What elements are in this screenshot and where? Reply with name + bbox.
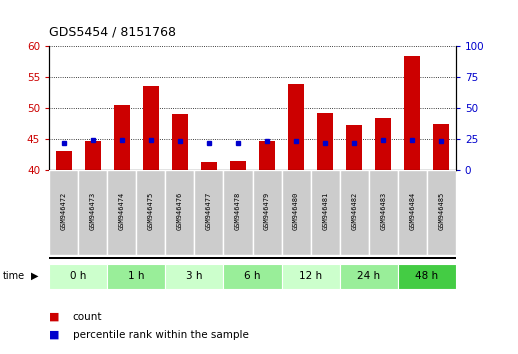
- Text: GSM946480: GSM946480: [293, 192, 299, 230]
- Bar: [49, 264, 107, 289]
- Bar: [375, 118, 391, 170]
- Text: GSM946484: GSM946484: [409, 192, 415, 230]
- Text: time: time: [3, 271, 25, 281]
- Text: 1 h: 1 h: [128, 271, 145, 281]
- Text: GSM946481: GSM946481: [322, 192, 328, 230]
- Bar: [434, 124, 449, 170]
- Bar: [230, 161, 246, 170]
- Bar: [398, 264, 456, 289]
- Text: 3 h: 3 h: [186, 271, 203, 281]
- Text: GSM946475: GSM946475: [148, 192, 154, 230]
- Bar: [107, 264, 165, 289]
- Bar: [282, 170, 311, 255]
- Bar: [427, 170, 456, 255]
- Bar: [398, 170, 427, 255]
- Bar: [223, 264, 282, 289]
- Bar: [56, 151, 71, 170]
- Text: GSM946482: GSM946482: [351, 192, 357, 230]
- Text: GSM946472: GSM946472: [61, 192, 67, 230]
- Text: 48 h: 48 h: [415, 271, 438, 281]
- Bar: [107, 170, 136, 255]
- Text: ■: ■: [49, 312, 60, 322]
- Text: GSM946478: GSM946478: [235, 192, 241, 230]
- Bar: [49, 257, 456, 259]
- Bar: [165, 264, 223, 289]
- Bar: [253, 170, 282, 255]
- Bar: [172, 114, 188, 170]
- Text: GSM946476: GSM946476: [177, 192, 183, 230]
- Bar: [259, 141, 275, 170]
- Bar: [78, 170, 107, 255]
- Bar: [288, 84, 304, 170]
- Text: GSM946473: GSM946473: [90, 192, 96, 230]
- Bar: [165, 170, 194, 255]
- Bar: [404, 56, 420, 170]
- Text: GSM946479: GSM946479: [264, 192, 270, 230]
- Text: percentile rank within the sample: percentile rank within the sample: [73, 330, 249, 339]
- Bar: [114, 105, 130, 170]
- Bar: [369, 170, 398, 255]
- Text: count: count: [73, 312, 102, 322]
- Text: ■: ■: [49, 330, 60, 339]
- Bar: [340, 264, 398, 289]
- Text: GSM946483: GSM946483: [380, 192, 386, 230]
- Bar: [194, 170, 223, 255]
- Text: GSM946474: GSM946474: [119, 192, 125, 230]
- Bar: [136, 170, 165, 255]
- Bar: [49, 170, 78, 255]
- Text: ▶: ▶: [31, 271, 38, 281]
- Text: 0 h: 0 h: [70, 271, 87, 281]
- Bar: [223, 170, 253, 255]
- Bar: [311, 170, 340, 255]
- Text: GSM946477: GSM946477: [206, 192, 212, 230]
- Bar: [346, 125, 362, 170]
- Bar: [282, 264, 340, 289]
- Bar: [317, 113, 333, 170]
- Bar: [201, 162, 217, 170]
- Text: 12 h: 12 h: [299, 271, 322, 281]
- Bar: [340, 170, 369, 255]
- Text: GSM946485: GSM946485: [438, 192, 444, 230]
- Text: GDS5454 / 8151768: GDS5454 / 8151768: [49, 26, 176, 39]
- Bar: [85, 141, 101, 170]
- Text: 24 h: 24 h: [357, 271, 380, 281]
- Text: 6 h: 6 h: [244, 271, 261, 281]
- Bar: [143, 86, 159, 170]
